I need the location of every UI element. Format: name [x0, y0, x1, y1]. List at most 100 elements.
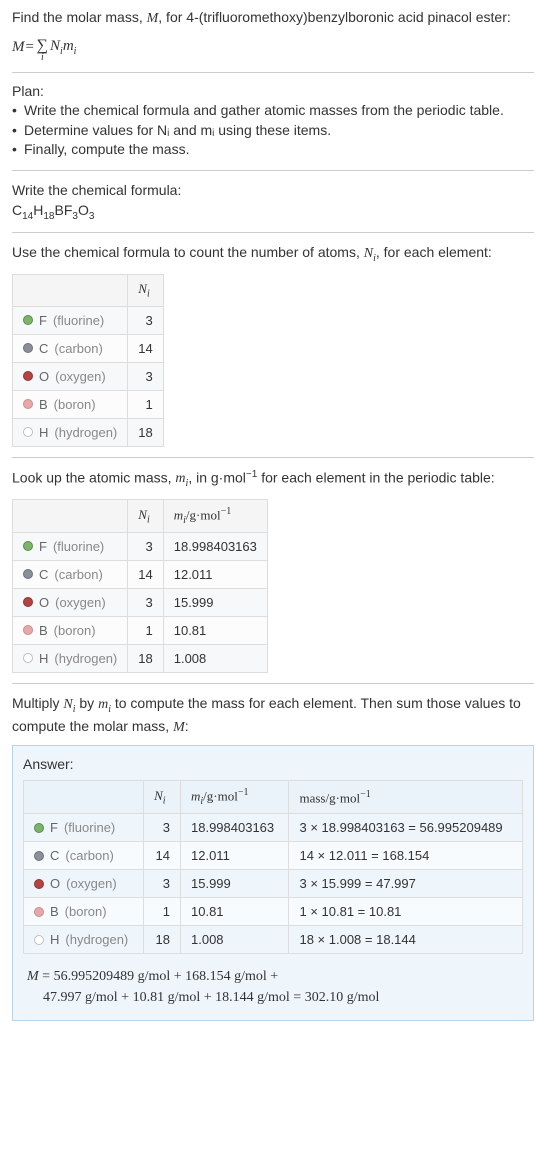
lookup-neg1: −1 — [246, 469, 257, 480]
table-row: O(oxygen) 3 15.999 3 × 15.999 = 47.997 — [24, 870, 523, 898]
elem-mass: 1.008 — [163, 644, 267, 672]
th-Ni: Ni — [128, 500, 163, 533]
chem-sub: 3 — [89, 211, 95, 222]
th-N: N — [138, 507, 147, 522]
intro-M: M — [147, 11, 159, 26]
th-neg1: −1 — [238, 787, 249, 798]
elem-cell: F(fluorine) — [13, 306, 128, 334]
th-m: m — [191, 789, 200, 804]
elem-sym: F — [50, 820, 58, 835]
molar-mass-formula: M = . ∑ i Nimi — [12, 33, 534, 62]
chem-sub: 18 — [43, 211, 54, 222]
plan-item: •Write the chemical formula and gather a… — [12, 101, 534, 121]
answer-box: Answer: Ni mi/g·mol−1 mass/g·mol−1 F(flu… — [12, 745, 534, 1021]
elem-cell: F(fluorine) — [24, 814, 144, 842]
final-M: M — [27, 969, 39, 984]
elem-name: (boron) — [54, 623, 96, 638]
ans-calc: 14 × 12.011 = 168.154 — [289, 842, 523, 870]
elem-sym: O — [39, 595, 49, 610]
formula-Ni: Nimi — [50, 38, 76, 57]
plan-item-text: Determine values for Nᵢ and mᵢ using the… — [24, 121, 331, 141]
elem-mass: 12.011 — [163, 560, 267, 588]
element-dot-icon — [34, 907, 44, 917]
element-dot-icon — [23, 399, 33, 409]
th-Ni: Ni — [144, 781, 181, 814]
element-dot-icon — [23, 625, 33, 635]
plan-list: •Write the chemical formula and gather a… — [12, 101, 534, 160]
bullet-icon: • — [12, 140, 24, 160]
lookup-3: for each element in the periodic table: — [257, 469, 494, 485]
divider — [12, 457, 534, 458]
table-row: O(oxygen) 3 — [13, 362, 164, 390]
th-mass-neg1: −1 — [360, 789, 371, 800]
elem-sym: C — [39, 341, 48, 356]
th-empty — [13, 500, 128, 533]
ans-m: 12.011 — [181, 842, 289, 870]
elem-cell: C (carbon) — [13, 334, 128, 362]
th-empty — [13, 274, 128, 306]
element-dot-icon — [23, 597, 33, 607]
elem-cell: B(boron) — [13, 390, 128, 418]
bullet-icon: • — [12, 101, 24, 121]
plan-item-text: Write the chemical formula and gather at… — [24, 101, 504, 121]
Ni-sym: Ni — [63, 697, 75, 712]
elem-name: (oxygen) — [55, 369, 106, 384]
th-neg1: −1 — [221, 506, 232, 517]
divider — [12, 232, 534, 233]
intro-text: Find the molar mass, M, for 4-(trifluoro… — [12, 8, 534, 29]
elem-sym: O — [39, 369, 49, 384]
bullet-icon: • — [12, 121, 24, 141]
th-Ni: Ni — [128, 274, 163, 306]
elem-name: (carbon) — [54, 341, 102, 356]
table-row: O(oxygen) 3 15.999 — [13, 588, 268, 616]
elem-cell: H(hydrogen) — [13, 418, 128, 446]
multiply-text: Multiply Ni by mi to compute the mass fo… — [12, 694, 534, 737]
lookup-text: Look up the atomic mass, mi, in g·mol−1 … — [12, 468, 534, 491]
elem-sym: O — [50, 876, 60, 891]
elem-N: 18 — [128, 418, 163, 446]
th-N: N — [154, 788, 163, 803]
mult-2: by — [75, 695, 98, 711]
elem-N: 1 — [128, 390, 163, 418]
table-header-row: Ni mi/g·mol−1 mass/g·mol−1 — [24, 781, 523, 814]
mult-M: M — [173, 720, 185, 735]
table-header-row: Ni — [13, 274, 164, 306]
mult-1: Multiply — [12, 695, 63, 711]
table-row: F(fluorine) 3 18.998403163 — [13, 532, 268, 560]
elem-sym: F — [39, 313, 47, 328]
th-i: i — [147, 289, 150, 300]
sigma-block: . ∑ i — [37, 33, 48, 62]
count-text-2: , for each element: — [376, 244, 492, 260]
count-table: Ni F(fluorine) 3 C(carbon) 14 O(oxygen) … — [12, 274, 164, 447]
chem-part: C — [12, 202, 22, 218]
answer-label: Answer: — [23, 756, 523, 772]
plan-item-text: Finally, compute the mass. — [24, 140, 189, 160]
element-dot-icon — [34, 935, 44, 945]
element-dot-icon — [23, 427, 33, 437]
table-row: C(carbon) 14 12.011 — [13, 560, 268, 588]
elem-cell: B(boron) — [13, 616, 128, 644]
table-row: H(hydrogen) 18 1.008 18 × 1.008 = 18.144 — [24, 926, 523, 954]
lookup-1: Look up the atomic mass, — [12, 469, 175, 485]
table-row: B(boron) 1 — [13, 390, 164, 418]
ans-calc: 3 × 15.999 = 47.997 — [289, 870, 523, 898]
plan-item: •Determine values for Nᵢ and mᵢ using th… — [12, 121, 534, 141]
elem-sym: F — [39, 539, 47, 554]
elem-name: (carbon) — [65, 848, 113, 863]
ans-calc: 3 × 18.998403163 = 56.995209489 — [289, 814, 523, 842]
elem-N: 3 — [128, 306, 163, 334]
ans-N: 1 — [144, 898, 181, 926]
elem-name: (hydrogen) — [54, 651, 117, 666]
Ni-sym: Ni — [364, 246, 376, 261]
th-i: i — [163, 796, 166, 807]
element-dot-icon — [34, 879, 44, 889]
formula-m: m — [63, 38, 74, 54]
table-row: B(boron) 1 10.81 — [13, 616, 268, 644]
elem-sym: H — [39, 651, 48, 666]
element-dot-icon — [23, 371, 33, 381]
elem-name: (hydrogen) — [65, 932, 128, 947]
th-m: m — [174, 507, 183, 522]
Ni-N: N — [364, 246, 373, 261]
elem-name: (fluorine) — [53, 539, 104, 554]
table-row: B(boron) 1 10.81 1 × 10.81 = 10.81 — [24, 898, 523, 926]
